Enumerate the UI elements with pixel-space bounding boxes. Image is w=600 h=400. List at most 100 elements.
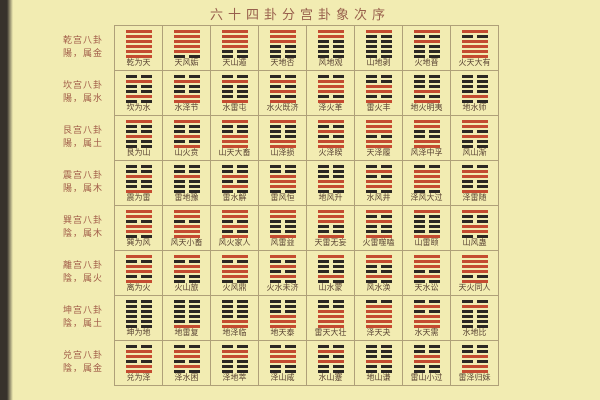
palace-name: 乾宫八卦	[62, 35, 103, 46]
yin-line	[221, 84, 248, 89]
hexagram-symbol	[413, 165, 440, 195]
yang-line	[125, 174, 152, 179]
yin-line	[461, 214, 488, 219]
yang-line	[317, 314, 344, 319]
yin-line	[269, 309, 296, 314]
yang-line	[125, 34, 152, 39]
yin-line	[269, 54, 296, 59]
yang-line	[317, 34, 344, 39]
yin-line	[365, 134, 392, 139]
yang-line	[461, 210, 488, 214]
yin-line	[173, 259, 200, 264]
hexagram-name: 地风升	[318, 193, 343, 202]
yin-line	[413, 129, 440, 134]
hexagram-cell: 山水蒙	[306, 250, 355, 296]
yin-line	[125, 169, 152, 174]
yang-line	[461, 94, 488, 99]
hexagram-cell: 火雷噬嗑	[354, 205, 403, 251]
yin-line	[269, 134, 296, 139]
hexagram-cell: 艮为山	[114, 115, 163, 161]
yin-line	[269, 259, 296, 264]
yin-line	[317, 224, 344, 229]
yin-line	[317, 94, 344, 99]
yang-line	[173, 255, 200, 259]
yin-line	[221, 165, 248, 169]
yang-line	[365, 179, 392, 184]
yang-line	[365, 144, 392, 149]
palace-row: 震宫八卦 陽，属木 震为雷 雷地豫 雷水解 雷风恒 地风升 水风井 泽风大过 泽雷随	[0, 160, 600, 206]
yin-line	[221, 75, 248, 79]
hexagram-symbol	[413, 300, 440, 330]
yin-line	[221, 359, 248, 364]
yang-line	[125, 279, 152, 284]
yang-line	[221, 44, 248, 49]
yin-line	[221, 49, 248, 54]
palace-row: 兑宫八卦 陰，属金 兑为泽 泽水困 泽地萃 泽山咸 水山蹇 地山谦 雷山小过 雷泽归妹	[0, 340, 600, 386]
yin-line	[461, 179, 488, 184]
yang-line	[365, 319, 392, 324]
yang-line	[413, 259, 440, 264]
hexagram-cell: 风火家人	[210, 205, 259, 251]
yin-line	[365, 49, 392, 54]
yin-line	[221, 124, 248, 129]
yang-line	[461, 229, 488, 234]
hexagram-symbol	[221, 165, 248, 195]
yin-line	[461, 84, 488, 89]
yang-line	[317, 129, 344, 134]
hexagram-name: 天水讼	[414, 283, 439, 292]
hexagram-name: 天火同人	[458, 283, 491, 292]
hexagram-symbol	[173, 300, 200, 330]
hexagram-name: 水天需	[414, 328, 439, 337]
hexagram-name: 水地比	[462, 328, 487, 337]
yang-line	[173, 134, 200, 139]
hexagram-cell: 巽为风	[114, 205, 163, 251]
yin-line	[413, 364, 440, 369]
yin-line	[317, 229, 344, 234]
hexagram-symbol	[221, 210, 248, 240]
yang-line	[173, 364, 200, 369]
yang-line	[221, 79, 248, 84]
yang-line	[365, 234, 392, 239]
yang-line	[461, 259, 488, 264]
yin-line	[221, 364, 248, 369]
yang-line	[173, 269, 200, 274]
yang-line	[413, 234, 440, 239]
hexagram-symbol	[125, 120, 152, 150]
hexagram-name: 震为雷	[126, 193, 151, 202]
yin-line	[461, 309, 488, 314]
yin-line	[317, 304, 344, 309]
hexagram-cell: 雷水解	[210, 160, 259, 206]
yang-line	[269, 210, 296, 214]
yin-line	[461, 219, 488, 224]
yang-line	[461, 304, 488, 309]
hexagram-symbol	[317, 300, 344, 330]
yang-line	[317, 234, 344, 239]
yang-line	[173, 44, 200, 49]
yin-line	[317, 279, 344, 284]
hexagram-cell: 地火明夷	[402, 70, 451, 116]
yang-line	[365, 309, 392, 314]
yin-line	[269, 189, 296, 194]
yin-line	[413, 189, 440, 194]
hexagram-cell: 泽山咸	[258, 340, 307, 386]
yang-line	[125, 224, 152, 229]
yang-line	[317, 120, 344, 124]
yin-line	[317, 354, 344, 359]
yang-line	[221, 184, 248, 189]
hexagram-symbol	[365, 120, 392, 150]
yin-line	[269, 75, 296, 79]
hexagram-symbol	[173, 255, 200, 285]
hexagram-cell: 山天大畜	[210, 115, 259, 161]
palace-attribute: 陰，属木	[62, 228, 103, 239]
yin-line	[461, 324, 488, 329]
yang-line	[461, 354, 488, 359]
hexagram-name: 泽雷随	[462, 193, 487, 202]
yang-line	[317, 210, 344, 214]
yin-line	[221, 179, 248, 184]
yin-line	[173, 219, 200, 224]
yang-line	[317, 319, 344, 324]
yang-line	[125, 364, 152, 369]
hexagram-name: 雷地豫	[174, 193, 199, 202]
yin-line	[125, 129, 152, 134]
